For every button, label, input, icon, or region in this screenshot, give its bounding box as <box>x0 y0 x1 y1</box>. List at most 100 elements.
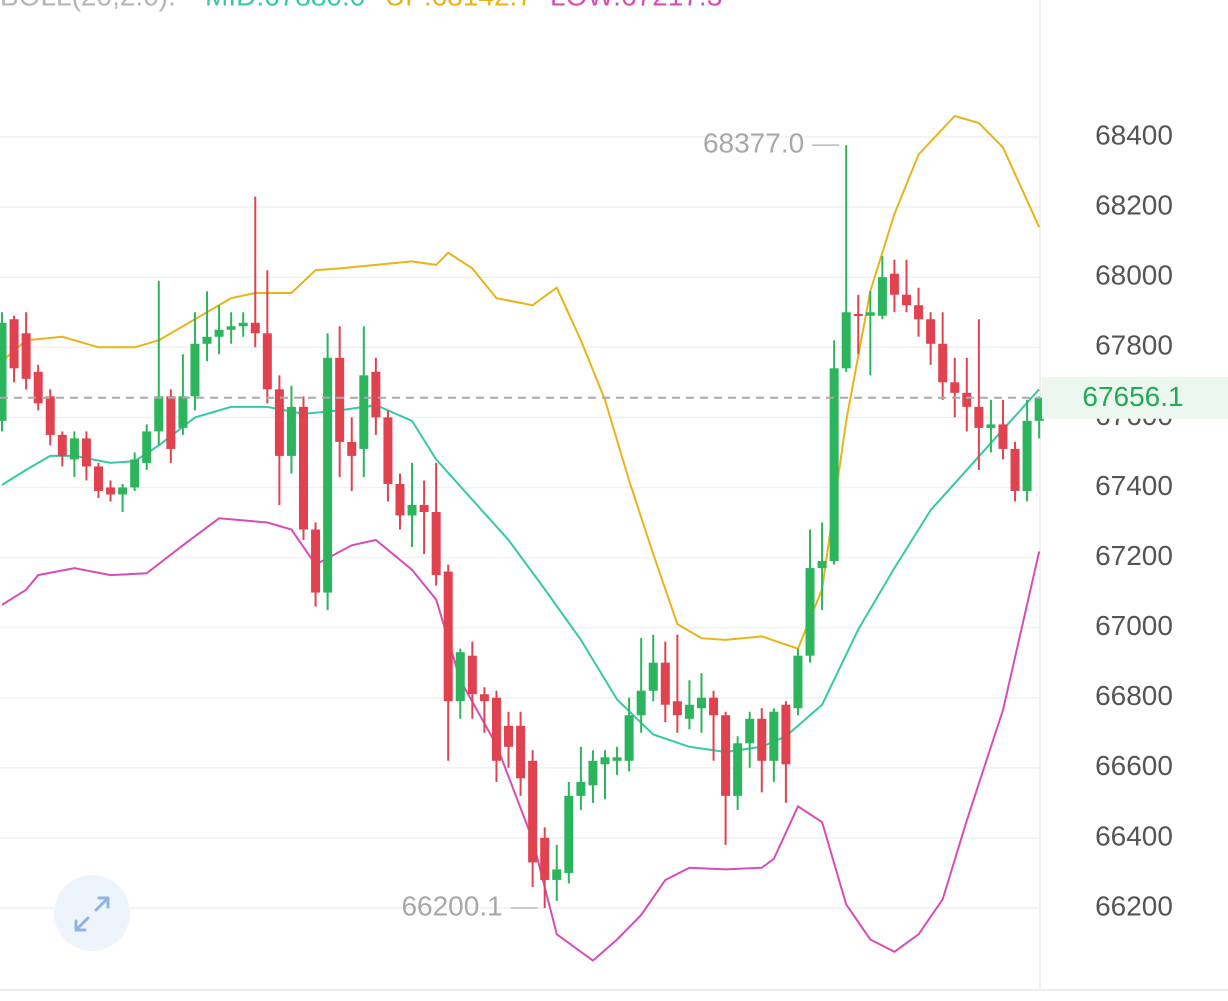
legend-entry: LOW:67217.3 <box>550 0 722 11</box>
candle-body <box>154 396 164 432</box>
candle-body <box>865 312 875 316</box>
candle-body <box>431 511 441 576</box>
y-tick-label: 67800 <box>1095 330 1173 361</box>
candle-body <box>311 529 321 593</box>
candle-body <box>57 434 67 456</box>
candle-body <box>962 392 972 407</box>
candle-body <box>793 655 803 709</box>
candle-body <box>467 655 477 695</box>
expand-bg[interactable] <box>54 875 130 951</box>
candle-body <box>974 406 984 428</box>
candle-body <box>709 697 719 716</box>
candle-body <box>419 504 429 512</box>
candle-body <box>299 406 309 530</box>
candle-body <box>721 715 731 796</box>
grid-layer: 6620066400666006680067000672006740067600… <box>0 119 1173 921</box>
candle-body <box>624 715 634 761</box>
candle-body <box>648 662 658 691</box>
candle-body <box>190 343 200 397</box>
candle-body <box>612 757 622 761</box>
candle-body <box>901 294 911 306</box>
candle-body <box>347 441 357 456</box>
candle-body <box>877 277 887 316</box>
candle-body <box>950 382 960 393</box>
candle-body <box>395 483 405 516</box>
last-price-label: 67656.1 <box>1082 381 1183 412</box>
candle-body <box>1022 420 1032 491</box>
candle-body <box>21 333 31 379</box>
indicator-label: BOLL(20,2.0): <box>0 0 176 11</box>
candle-body <box>407 504 417 516</box>
candle-body <box>528 760 538 863</box>
y-tick-label: 68400 <box>1095 119 1173 150</box>
candle-body <box>323 357 333 593</box>
band-line <box>1 388 1040 754</box>
candle-body <box>576 781 586 796</box>
candle-body <box>600 757 610 765</box>
legend-entry: UP:68142.7 <box>385 0 533 11</box>
candle-body <box>9 319 19 369</box>
candle-body <box>564 795 574 873</box>
candle-body <box>142 431 152 463</box>
annotation-label: 66200.1 <box>401 890 502 921</box>
candle-body <box>636 690 646 716</box>
candle-body <box>745 718 755 744</box>
candle-body <box>359 375 369 449</box>
candle-body <box>1034 397 1044 421</box>
candle-body <box>817 561 827 569</box>
y-tick-label: 66200 <box>1095 890 1173 921</box>
candle-body <box>274 389 284 456</box>
candle-body <box>0 322 7 421</box>
candle-body <box>757 718 767 761</box>
candle-body <box>69 438 79 460</box>
candle-body <box>938 343 948 383</box>
candle-body <box>250 322 260 334</box>
candle-body <box>926 319 936 344</box>
candle-body <box>491 697 501 761</box>
candle-body <box>516 725 526 779</box>
candle-body <box>238 322 248 327</box>
candle-body <box>733 743 743 796</box>
candle-body <box>214 329 224 337</box>
candle-body <box>479 694 489 702</box>
candle-body <box>178 396 188 428</box>
candle-body <box>383 417 393 484</box>
candle-body <box>1010 448 1020 491</box>
expand-icon[interactable] <box>74 896 110 932</box>
band-line <box>1 517 1041 962</box>
candle-body <box>335 357 345 442</box>
candle-body <box>202 336 212 344</box>
candle-body <box>684 704 694 719</box>
y-tick-label: 68200 <box>1095 190 1173 221</box>
candle-body <box>371 371 381 418</box>
candle-body <box>986 424 996 428</box>
candle-body <box>769 711 779 761</box>
candle-body <box>33 371 43 404</box>
candle-body <box>286 406 296 456</box>
candle-body <box>45 396 55 435</box>
candle-body <box>672 701 682 716</box>
candle-body <box>889 273 899 295</box>
candle-layer <box>0 145 1044 908</box>
candle-body <box>998 424 1008 449</box>
candle-body <box>841 312 851 369</box>
expand-button[interactable] <box>54 875 130 951</box>
candle-body <box>552 869 562 880</box>
candle-body <box>226 326 236 330</box>
last-price-tag <box>1042 376 1228 419</box>
candle-body <box>504 725 514 747</box>
candle-body <box>106 487 116 495</box>
candle-body <box>81 438 91 467</box>
band-line <box>1 114 1041 650</box>
band-layer <box>1 114 1041 962</box>
candle-body <box>130 459 140 488</box>
candle-body <box>455 652 465 702</box>
overlay-layer: 68377.0 66200.1 67656.1 <box>0 127 1228 921</box>
y-tick-label: 66600 <box>1095 750 1173 781</box>
candle-body <box>443 571 453 702</box>
candle-body <box>914 305 924 320</box>
candle-body <box>540 837 550 880</box>
candle-body <box>588 760 598 786</box>
candle-body <box>696 697 706 709</box>
y-tick-label: 67000 <box>1095 610 1173 641</box>
